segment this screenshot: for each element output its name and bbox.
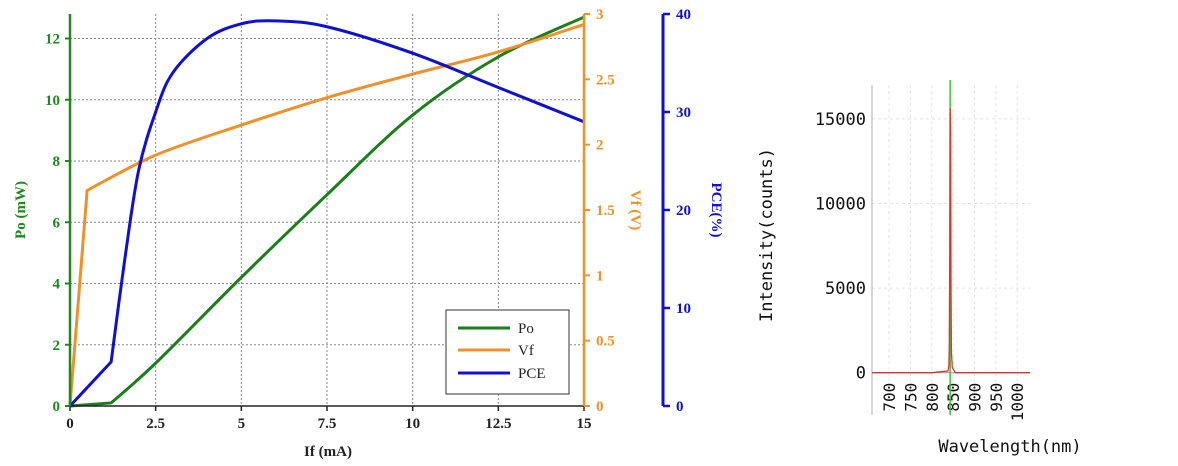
legend-pce-label: PCE — [518, 366, 546, 382]
vf-tick-label-1: 0.5 — [596, 334, 615, 350]
vf-tick-label-3: 1.5 — [596, 203, 615, 219]
pce-tick-label-1: 10 — [676, 301, 691, 317]
po-tick-label-3: 6 — [53, 215, 61, 231]
po-tick-label-1: 2 — [53, 338, 61, 354]
iv-x-tick-label-0: 0 — [66, 416, 74, 432]
vf-tick-label-0: 0 — [596, 399, 604, 415]
iv-x-tick-label-5: 12.5 — [485, 416, 511, 432]
po-tick-label-0: 0 — [53, 399, 61, 415]
pce-tick-label-2: 20 — [676, 203, 691, 219]
vf-axis-label: Vf (V) — [627, 190, 643, 230]
iv-chart-grid — [70, 14, 584, 406]
legend-po-label: Po — [518, 321, 534, 337]
iv-x-tick-label-4: 10 — [405, 416, 420, 432]
po-tick-label-2: 4 — [53, 277, 61, 293]
intensity-axis-label: Intensity(counts) — [757, 148, 777, 322]
series-line-pce — [68, 19, 585, 408]
series-line-po — [69, 15, 585, 408]
pce-tick-label-0: 0 — [676, 399, 684, 415]
vf-tick-label-4: 2 — [596, 138, 604, 154]
spectrum-chart-series — [872, 80, 1030, 415]
spec-x-tick-label-2: 800 — [923, 383, 942, 412]
vf-tick-label-5: 2.5 — [596, 72, 615, 88]
po-axis-label: Po (mW) — [13, 181, 29, 239]
iv-x-tick-label-3: 7.5 — [318, 416, 337, 432]
series-line-vf — [68, 23, 585, 407]
spec-x-tick-label-0: 700 — [880, 383, 899, 412]
spec-x-tick-label-1: 750 — [901, 383, 920, 412]
spec-y-tick-label-1: 5000 — [825, 279, 866, 299]
iv-chart-series — [68, 15, 585, 408]
legend-box — [445, 309, 570, 395]
legend-vf-label: Vf — [518, 343, 534, 359]
spec-x-tick-label-5: 950 — [987, 383, 1006, 412]
spec-x-tick-label-3: 850 — [944, 383, 963, 412]
spec-x-tick-label-6: 1000 — [1008, 383, 1027, 422]
wavelength-axis-label: Wavelength(nm) — [938, 437, 1081, 457]
iv-x-axis-label: If (mA) — [304, 444, 352, 460]
iv-x-tick-label-2: 5 — [238, 416, 246, 432]
spectrum-chart-axes: 0 5000 10000 15000 700 750 800 850 900 950 1000 — [815, 85, 1030, 421]
vf-tick-label-2: 1 — [596, 268, 604, 284]
po-tick-label-5: 10 — [45, 93, 60, 109]
spec-y-tick-label-2: 10000 — [815, 194, 866, 214]
iv-x-tick-label-1: 2.5 — [146, 416, 165, 432]
iv-chart-axes: 0 2.5 5 7.5 10 12.5 1502468101200.511.522.5301… — [45, 7, 691, 432]
spectrum-chart: 0 5000 10000 15000 700 750 800 850 900 950 1000 Wa… — [757, 80, 1082, 457]
spec-y-tick-label-3: 15000 — [815, 110, 866, 130]
po-tick-label-4: 8 — [53, 154, 61, 170]
vf-tick-label-6: 3 — [596, 7, 604, 23]
iv-chart: 0 2.5 5 7.5 10 12.5 1502468101200.511.522.5301… — [13, 7, 724, 460]
pce-tick-label-3: 30 — [676, 105, 691, 121]
iv-chart-legend: Po Vf PCE — [445, 309, 570, 395]
spec-x-tick-label-4: 900 — [965, 383, 984, 412]
iv-x-tick-label-6: 15 — [577, 416, 592, 432]
spectrum-line-0 — [872, 108, 1030, 374]
spec-y-tick-label-0: 0 — [856, 364, 866, 384]
pce-tick-label-4: 40 — [676, 7, 691, 23]
po-tick-label-6: 12 — [45, 32, 60, 48]
pce-axis-label: PCE(%) — [708, 183, 724, 238]
